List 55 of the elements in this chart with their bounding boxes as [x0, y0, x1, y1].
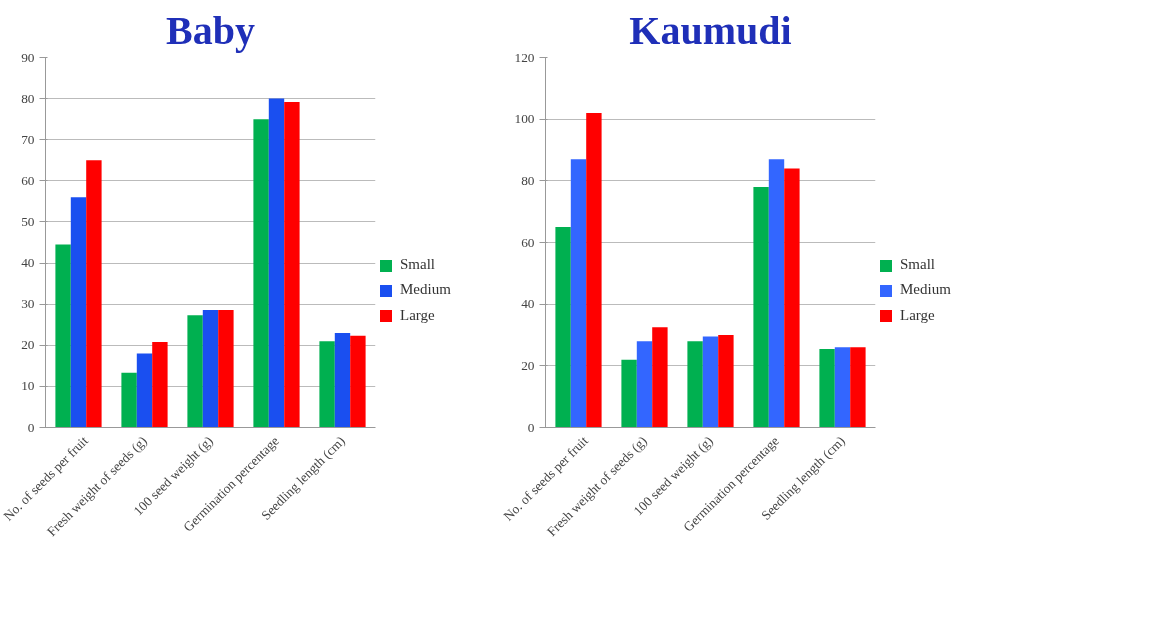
- y-tick-label: 40: [21, 255, 35, 271]
- bar: [86, 160, 102, 428]
- bar: [152, 341, 168, 428]
- bar: [718, 335, 734, 428]
- legend-label: Large: [399, 305, 436, 325]
- y-tick-label: 80: [521, 172, 535, 188]
- legend-label: Large: [899, 305, 936, 325]
- y-tick-label: 80: [21, 90, 35, 106]
- y-tick-label: 70: [21, 131, 35, 147]
- y-tick-label: 60: [521, 234, 535, 250]
- bar: [187, 315, 203, 428]
- bar: [55, 244, 71, 428]
- bar: [819, 348, 835, 428]
- bar: [570, 159, 587, 428]
- bar: [586, 113, 602, 428]
- bar: [319, 341, 335, 428]
- legend-label: Small: [399, 255, 436, 274]
- bar: [621, 359, 637, 428]
- y-tick-label: 120: [514, 49, 535, 65]
- chart-title: Baby: [166, 7, 255, 53]
- bar: [636, 341, 653, 428]
- y-tick-label: 100: [514, 111, 535, 127]
- y-tick-label: 0: [27, 419, 35, 435]
- chart-title: Kaumudi: [629, 7, 792, 53]
- bar: [136, 353, 153, 428]
- bar: [268, 98, 285, 428]
- y-tick-label: 30: [21, 296, 35, 312]
- y-tick-label: 20: [521, 357, 535, 373]
- y-tick-label: 60: [21, 172, 35, 188]
- bar: [253, 119, 269, 428]
- bar: [702, 336, 719, 428]
- bar: [834, 347, 851, 428]
- bar: [121, 372, 137, 428]
- bar: [768, 159, 785, 428]
- bar: [70, 197, 87, 428]
- y-tick-label: 50: [21, 213, 35, 229]
- bar: [555, 227, 571, 428]
- bar: [687, 341, 703, 428]
- bar: [202, 309, 219, 428]
- y-tick-label: 20: [21, 337, 35, 353]
- legend-label: Medium: [899, 280, 951, 300]
- y-tick-label: 0: [527, 419, 535, 435]
- legend-label: Medium: [399, 280, 451, 300]
- bar: [652, 327, 668, 428]
- legend-label: Small: [899, 255, 936, 274]
- bar: [350, 335, 366, 428]
- bar: [218, 309, 234, 428]
- bar: [334, 332, 351, 428]
- y-tick-label: 90: [21, 49, 35, 65]
- bar: [753, 187, 769, 428]
- bar: [850, 347, 866, 428]
- y-tick-label: 10: [21, 378, 35, 394]
- y-tick-label: 40: [521, 296, 535, 312]
- bar: [784, 168, 800, 428]
- bar: [284, 101, 300, 428]
